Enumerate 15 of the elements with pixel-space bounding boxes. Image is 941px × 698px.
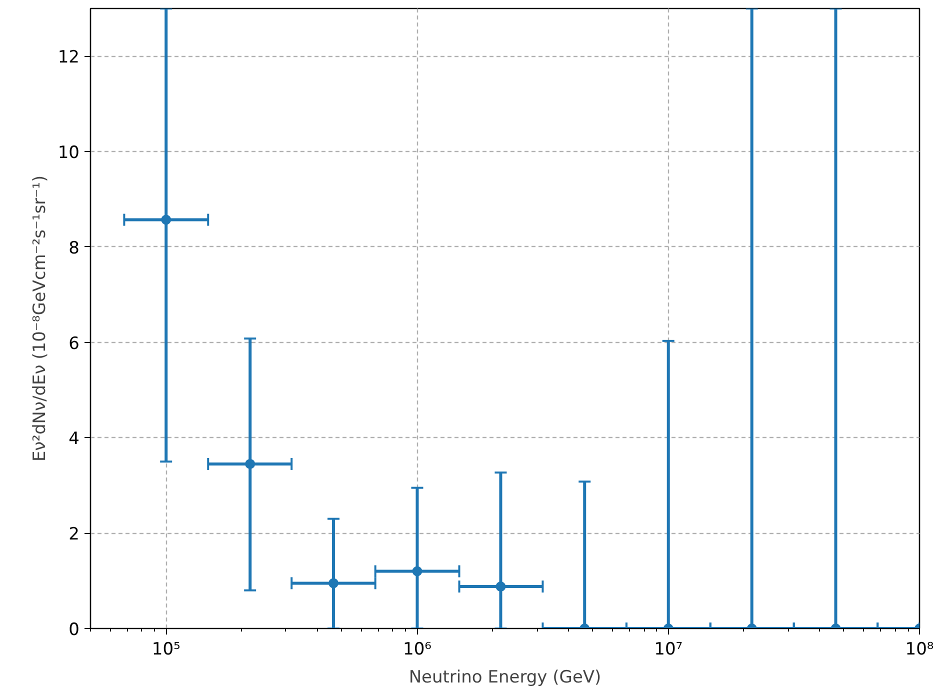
y-tick-label: 2 — [68, 524, 80, 545]
y-tick-label: 12 — [58, 48, 80, 68]
point — [161, 214, 172, 225]
x-tick-label: 10⁵ — [152, 640, 180, 660]
y-axis-title: Eν²dNν/dEν (10⁻⁸GeVcm⁻²s⁻¹sr⁻¹) — [30, 175, 50, 462]
x-axis-title: Neutrino Energy (GeV) — [408, 668, 602, 688]
y-tick-label: 0 — [68, 620, 80, 640]
x-tick-label: 10⁷ — [654, 640, 683, 660]
y-tick-label: 6 — [68, 334, 80, 354]
y-tick-label: 8 — [68, 238, 80, 258]
y-tick-label: 10 — [58, 143, 80, 164]
x-tick-label: 10⁸ — [905, 640, 934, 660]
x-tick-label: 10⁶ — [403, 640, 432, 660]
y-tick-label: 4 — [68, 429, 80, 450]
point — [245, 458, 256, 469]
